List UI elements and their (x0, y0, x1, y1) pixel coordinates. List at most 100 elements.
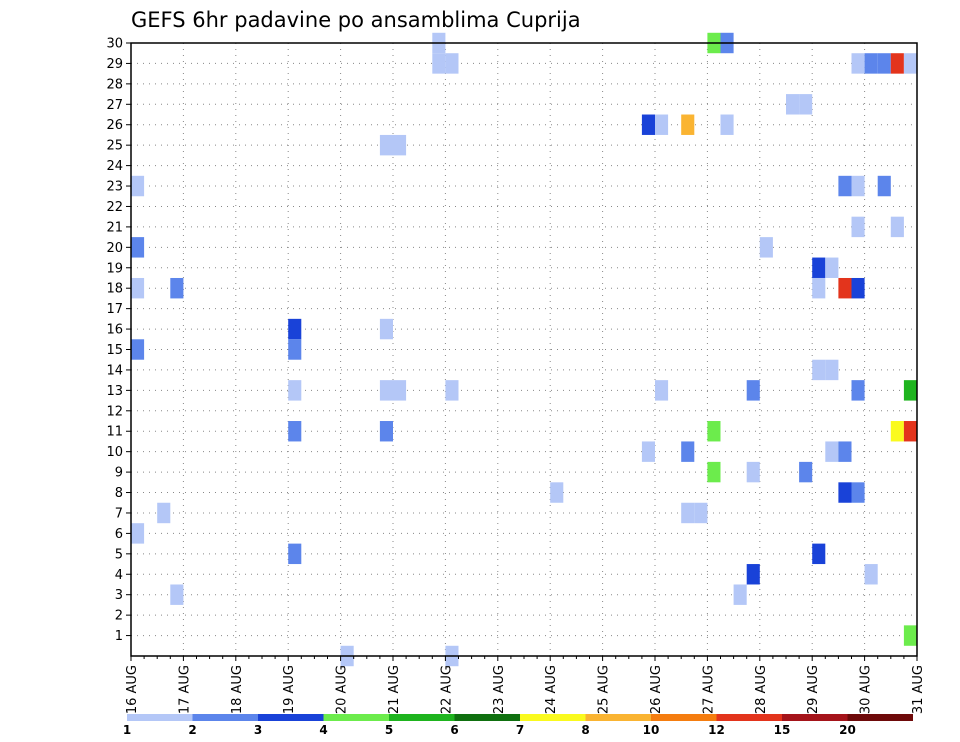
colorbar-swatch (192, 714, 258, 721)
precip-cell (131, 277, 145, 299)
precip-cell (851, 482, 865, 503)
precip-cell (851, 53, 865, 74)
colorbar-label: 12 (708, 723, 725, 737)
precip-cell (890, 216, 904, 238)
precip-cell (379, 421, 393, 442)
plot-frame (130, 42, 918, 657)
y-tick-label: 6 (115, 527, 123, 542)
precip-cell (379, 380, 393, 401)
precip-cell (799, 461, 813, 483)
x-tick-label: 21 AUG (387, 665, 402, 714)
precip-cell (759, 237, 773, 258)
precip-cell (864, 53, 878, 74)
colorbar-label: 20 (839, 723, 856, 737)
y-tick-label: 11 (106, 425, 123, 440)
y-tick-label: 30 (106, 37, 123, 52)
y-tick-label: 1 (115, 629, 123, 644)
precip-cell (681, 441, 695, 462)
y-tick-label: 17 (106, 302, 123, 317)
x-tick-label: 23 AUG (492, 665, 507, 714)
precip-cell (733, 584, 747, 605)
precip-cell (851, 277, 865, 299)
precip-cell (681, 114, 695, 135)
precip-cell (864, 564, 878, 585)
y-tick-label: 19 (106, 261, 123, 276)
precip-cell (655, 114, 669, 135)
precip-cell (786, 94, 800, 115)
x-tick-label: 29 AUG (806, 665, 821, 714)
precip-cell (445, 53, 459, 74)
y-tick-label: 25 (106, 139, 123, 154)
y-tick-label: 26 (106, 118, 123, 133)
precip-cell (812, 359, 826, 381)
x-tick-label: 27 AUG (701, 665, 716, 714)
y-tick-label: 24 (106, 159, 123, 174)
y-axis: 1234567891011121314151617181920212223242… (106, 37, 131, 644)
precip-cell (851, 216, 865, 238)
y-tick-label: 4 (115, 568, 123, 583)
precip-cell (288, 380, 302, 401)
precip-cell (746, 461, 760, 483)
x-tick-label: 26 AUG (649, 665, 664, 714)
precip-cell (825, 441, 839, 462)
precip-cell (288, 543, 302, 565)
y-tick-label: 2 (115, 609, 123, 624)
colorbar-label: 8 (581, 723, 589, 737)
precip-cell (707, 461, 721, 483)
colorbar-label: 3 (254, 723, 262, 737)
y-tick-label: 23 (106, 180, 123, 195)
precip-cell (838, 277, 852, 299)
precip-cell (838, 441, 852, 462)
colorbar-swatch (651, 714, 717, 721)
precip-cell (131, 175, 145, 197)
precip-cell (851, 175, 865, 197)
precip-cell (903, 53, 917, 74)
colorbar-label: 5 (385, 723, 393, 737)
precip-cell (838, 482, 852, 503)
precip-cell (851, 380, 865, 401)
y-tick-label: 16 (106, 323, 123, 338)
precip-cell (890, 53, 904, 74)
precip-cell (550, 482, 564, 503)
precip-cell (393, 134, 407, 156)
colorbar-label: 10 (643, 723, 660, 737)
x-axis: 16 AUG 17 AUG 18 AUG 19 AUG 20 AUG 21 AUG 22 A… (125, 656, 926, 714)
precip-cell (288, 318, 302, 340)
precip-cell (694, 502, 708, 524)
precip-cell (799, 94, 813, 115)
precip-cell (131, 339, 145, 360)
precip-cell (812, 257, 826, 278)
y-tick-label: 7 (115, 506, 123, 521)
precip-cell (641, 441, 655, 462)
x-tick-label: 24 AUG (544, 665, 559, 714)
precip-cell (379, 134, 393, 156)
y-tick-label: 12 (106, 404, 123, 419)
y-tick-label: 20 (106, 241, 123, 256)
colorbar-swatch (585, 714, 651, 721)
precip-cell (288, 421, 302, 442)
precip-cell (746, 564, 760, 585)
colorbar-label: 4 (319, 723, 327, 737)
y-tick-label: 3 (115, 588, 123, 603)
x-tick-label: 25 AUG (597, 665, 612, 714)
precip-cell (393, 380, 407, 401)
y-tick-label: 14 (106, 363, 123, 378)
colorbar-label: 15 (774, 723, 791, 737)
precip-cell (825, 257, 839, 278)
y-tick-label: 22 (106, 200, 123, 215)
precip-cell (707, 421, 721, 442)
x-tick-label: 28 AUG (754, 665, 769, 714)
chart-title: GEFS 6hr padavine po ansamblima Cuprija (131, 8, 581, 32)
colorbar-swatch (389, 714, 455, 721)
precip-cell (131, 237, 145, 258)
colorbar: 1 2 3 4 5 6 7 8 10 12 15 20 (123, 714, 913, 737)
precip-cell (890, 421, 904, 442)
colorbar-label: 2 (188, 723, 196, 737)
precip-cell (681, 502, 695, 524)
precip-cell (157, 502, 171, 524)
precip-cell (838, 175, 852, 197)
y-tick-label: 28 (106, 77, 123, 92)
colorbar-swatch (454, 714, 520, 721)
y-tick-label: 27 (106, 98, 123, 113)
